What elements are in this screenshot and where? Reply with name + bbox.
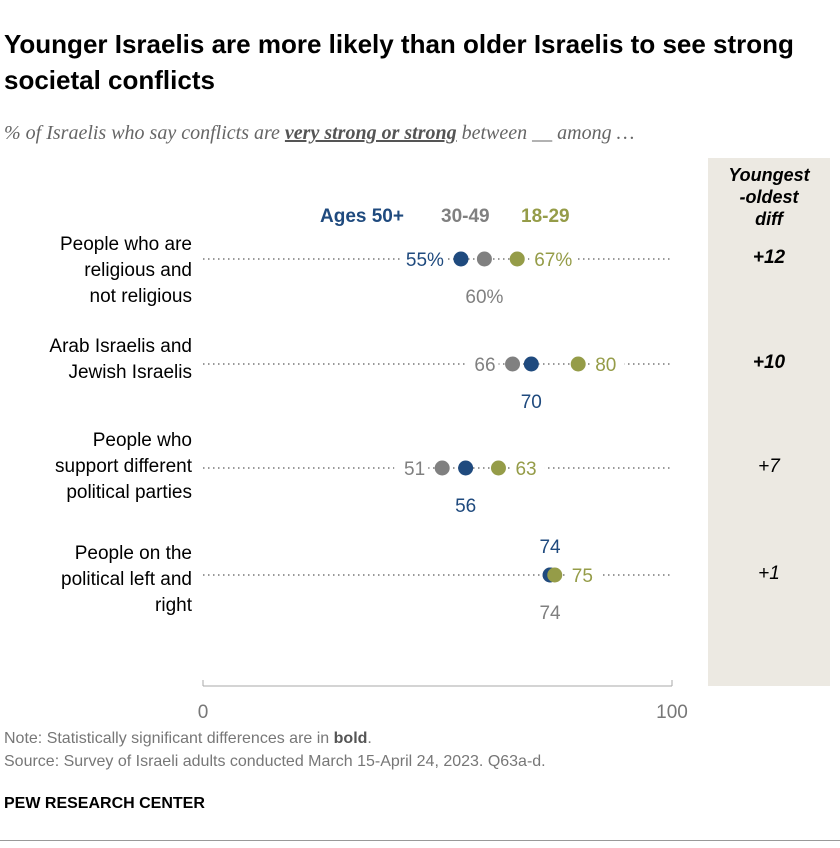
legend-ages-30-49: 30-49 <box>441 206 490 227</box>
category-label-line: People who are <box>59 234 192 255</box>
diff-value: +10 <box>752 352 786 373</box>
dot-ages-50- <box>453 251 469 267</box>
data-label: 66 <box>474 355 495 376</box>
label-backing <box>400 255 447 263</box>
category-label-line: People on the <box>74 543 192 564</box>
label-backing <box>529 255 576 263</box>
diff-header-line: -oldest <box>739 187 799 207</box>
divider <box>0 840 840 841</box>
diff-value: +12 <box>752 247 786 268</box>
category-label: People who are religious and not religious <box>60 232 192 310</box>
diff-value: +7 <box>758 456 780 477</box>
source: Source: Survey of Israeli adults conduct… <box>4 753 546 770</box>
legend-ages-18-29: 18-29 <box>521 206 570 227</box>
data-label: 74 <box>539 537 561 558</box>
category-label-line: Arab Israelis and <box>49 336 192 357</box>
data-label: 74 <box>539 603 561 624</box>
dot-30-49 <box>476 251 492 267</box>
data-label: 63 <box>515 459 536 480</box>
chart-title: Younger Israelis are more likely than ol… <box>4 29 794 95</box>
label-backing <box>510 464 545 472</box>
label-backing <box>394 464 429 472</box>
category-label-line: not religious <box>89 286 192 307</box>
note-bold: bold <box>333 730 368 747</box>
data-label: 60% <box>465 287 503 308</box>
brand-logo: PEW RESEARCH CENTER <box>4 795 205 812</box>
category-label: People who support different political par… <box>55 428 192 506</box>
label-backing <box>464 360 499 368</box>
data-label: 67% <box>534 250 572 271</box>
category-label: People on the political left and right <box>61 541 192 619</box>
subtitle-emphasis: very strong or strong <box>284 122 457 144</box>
diff-value: +1 <box>758 563 780 584</box>
data-label: 51 <box>404 459 425 480</box>
chart-subtitle: % of Israelis who say conflicts are very… <box>4 118 794 148</box>
diff-panel: Youngest -oldest diff +12 +10 +7 +1 <box>708 158 830 686</box>
category-label-line: political parties <box>66 482 192 503</box>
dot-30-49 <box>434 460 450 476</box>
subtitle-text: % of Israelis who say conflicts are <box>4 122 285 144</box>
data-label: 75 <box>572 566 593 587</box>
category-label-line: political left and <box>61 569 192 590</box>
note-text: Note: Statistically significant differen… <box>4 730 334 747</box>
label-backing <box>566 571 601 579</box>
dot-18-29 <box>509 251 525 267</box>
category-label-line: religious and <box>84 260 192 281</box>
dot-18-29 <box>547 567 563 583</box>
data-label: 80 <box>595 355 616 376</box>
note-end: . <box>367 730 372 747</box>
dot-ages-50- <box>523 356 539 372</box>
category-label-line: Jewish Israelis <box>68 362 192 383</box>
note: Note: Statistically significant differen… <box>4 730 372 748</box>
category-label-line: People who <box>92 430 192 451</box>
dot-18-29 <box>570 356 586 372</box>
dot-30-49 <box>505 356 521 372</box>
legend-ages-50-plus: Ages 50+ <box>320 206 404 227</box>
diff-header-line: diff <box>755 209 783 229</box>
category-label: Arab Israelis and Jewish Israelis <box>49 334 192 386</box>
x-tick-label: 100 <box>656 702 688 723</box>
category-label-line: support different <box>55 456 192 477</box>
data-label: 70 <box>521 392 542 413</box>
diff-header: Youngest -oldest diff <box>708 164 830 230</box>
subtitle-text-end: between __ among … <box>456 122 635 144</box>
label-backing <box>590 360 625 368</box>
data-label: 55% <box>406 250 444 271</box>
x-tick-label: 0 <box>198 702 209 723</box>
diff-header-line: Youngest <box>728 165 810 185</box>
data-label: 56 <box>455 496 476 517</box>
category-label-line: right <box>155 595 192 616</box>
dot-18-29 <box>490 460 506 476</box>
dot-ages-50- <box>458 460 474 476</box>
